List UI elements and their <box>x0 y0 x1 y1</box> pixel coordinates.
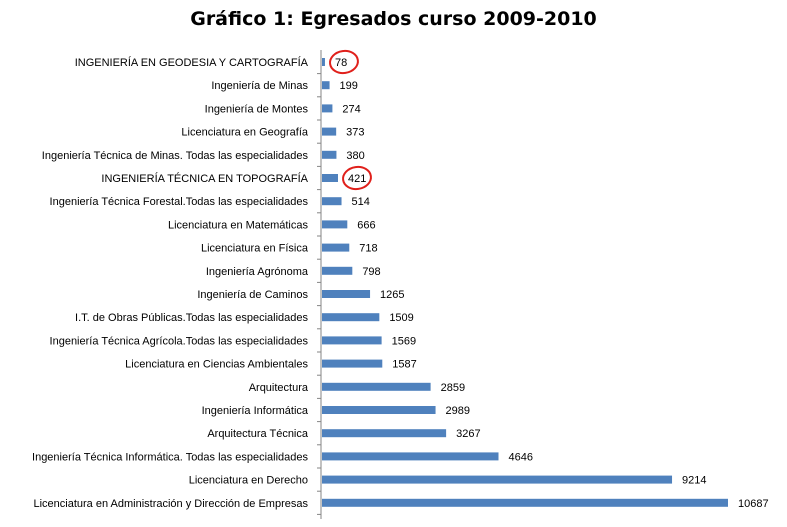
category-label: Ingeniería de Montes <box>205 103 309 115</box>
data-label: 718 <box>359 243 377 255</box>
category-label: Ingeniería Agrónoma <box>206 266 309 278</box>
data-label: 1569 <box>392 335 416 347</box>
category-label: Licenciatura en Ciencias Ambientales <box>125 359 308 371</box>
data-label: 1509 <box>389 312 413 324</box>
data-label: 380 <box>346 150 364 162</box>
category-label: Licenciatura en Administración y Direcci… <box>33 498 308 510</box>
chart-title: Gráfico 1: Egresados curso 2009-2010 <box>190 8 597 30</box>
category-label: INGENIERÍA TÉCNICA EN TOPOGRAFÍA <box>101 172 308 185</box>
bar <box>322 498 728 507</box>
category-label: Arquitectura Técnica <box>207 428 309 440</box>
category-label: Licenciatura en Derecho <box>189 475 308 487</box>
bar <box>322 266 353 275</box>
category-label: Licenciatura en Física <box>201 243 309 255</box>
category-label: INGENIERÍA EN GEODESIA Y CARTOGRAFÍA <box>75 56 309 69</box>
bar <box>322 174 338 182</box>
bar <box>322 313 380 322</box>
category-label: Ingeniería de Caminos <box>197 289 308 301</box>
bar <box>322 220 348 229</box>
data-label: 2859 <box>441 382 465 394</box>
bar <box>322 452 499 461</box>
category-label: Ingeniería Informática <box>202 405 309 417</box>
data-label: 1587 <box>392 359 416 371</box>
data-label: 514 <box>352 196 370 208</box>
bar <box>322 429 447 438</box>
bar <box>322 150 337 159</box>
category-label: Ingeniería Técnica Forestal.Todas las es… <box>50 196 309 208</box>
bar <box>322 58 325 66</box>
data-label: 798 <box>362 266 380 278</box>
data-label: 421 <box>348 173 366 185</box>
data-label: 199 <box>340 80 358 92</box>
bar <box>322 81 330 90</box>
bar <box>322 104 333 113</box>
category-label: Ingeniería Técnica de Minas. Todas las e… <box>42 150 309 162</box>
bar <box>322 243 350 252</box>
bar <box>322 290 371 298</box>
data-label: 9214 <box>682 475 706 487</box>
data-label: 373 <box>346 127 364 139</box>
category-label: Ingeniería Técnica Agrícola.Todas las es… <box>50 335 309 347</box>
category-label: Licenciatura en Matemáticas <box>168 219 309 231</box>
bar <box>322 127 337 136</box>
bar <box>322 359 383 368</box>
data-label: 78 <box>335 57 347 69</box>
data-label: 1265 <box>380 289 404 301</box>
bar <box>322 336 382 345</box>
highlight-circle <box>342 165 372 191</box>
bar <box>322 382 431 391</box>
data-label: 2989 <box>446 405 470 417</box>
data-label: 4646 <box>509 451 533 463</box>
data-label: 3267 <box>456 428 480 440</box>
highlight-circle <box>329 49 359 75</box>
bar <box>322 406 436 414</box>
category-label: I.T. de Obras Públicas.Todas las especia… <box>75 312 308 324</box>
bar <box>322 197 342 206</box>
category-label: Licenciatura en Geografía <box>181 127 308 139</box>
data-label: 274 <box>342 103 360 115</box>
category-label: Arquitectura <box>249 382 309 394</box>
bar <box>322 475 673 484</box>
data-label: 666 <box>357 219 375 231</box>
data-label: 10687 <box>738 498 769 510</box>
category-label: Ingeniería de Minas <box>211 80 308 92</box>
category-label: Ingeniería Técnica Informática. Todas la… <box>32 451 308 463</box>
